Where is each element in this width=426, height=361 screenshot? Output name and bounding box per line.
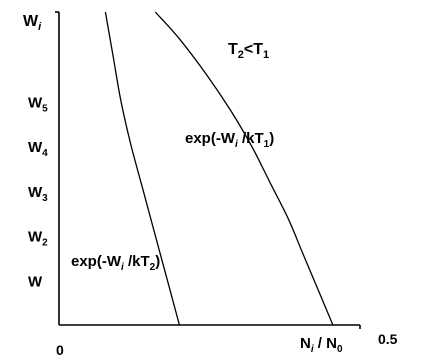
x-axis-title-sep: / [314,335,327,352]
x-tick-label-0.5: 0.5 [378,331,398,347]
series-label-t1-post: ) [269,130,274,147]
series-label-t2-sub2: 2 [150,262,156,273]
x-axis-title: Ni / N0 [300,335,343,355]
legend-note: T2<T1 [228,41,269,61]
y-axis-title: Wi [23,13,42,33]
series-label-t2-post: ) [155,253,160,270]
series-label-t1-sub2: 1 [264,139,270,150]
legend-note-b: T [253,41,263,58]
legend-note-a: T [228,41,238,58]
series-label-t2: exp(-Wi /kT2) [71,253,160,273]
series-label-t1: exp(-Wi /kT1) [185,130,274,150]
y-axis-title-base: W [23,13,39,30]
series-label-t1-pre: exp(-W [185,130,236,147]
series-label-t1-sub: i [235,139,238,150]
x-tick-label-0: 0 [56,342,64,358]
y-tick-label-3: W3 [28,184,48,204]
legend-note-b-sub: 1 [263,49,269,61]
x-axis-title-n0: N [326,335,337,352]
y-axis-title-sub: i [38,21,42,33]
series-label-t2-mid: /kT [124,253,150,270]
y-tick-label-4: W4 [28,139,48,159]
series-line-exp-t2 [104,11,181,326]
legend-note-op: < [244,41,253,58]
x-axis-title-n1-sub: i [311,344,314,355]
x-axis-title-n0-sub: 0 [337,344,343,355]
series-label-t2-pre: exp(-W [71,253,122,270]
series-line-exp-t1 [154,11,334,326]
series-label-t1-mid: /kT [238,130,264,147]
y-tick-label-2: W2 [28,229,48,249]
series-label-t2-sub: i [121,262,124,273]
y-tick-label-5: W5 [28,94,48,114]
legend-note-a-sub: 2 [238,49,244,61]
y-tick-labels: W W2 W3 W4 W5 [28,94,48,290]
y-tick-label-1: W [28,273,43,290]
x-axis-title-n1: N [300,335,311,352]
